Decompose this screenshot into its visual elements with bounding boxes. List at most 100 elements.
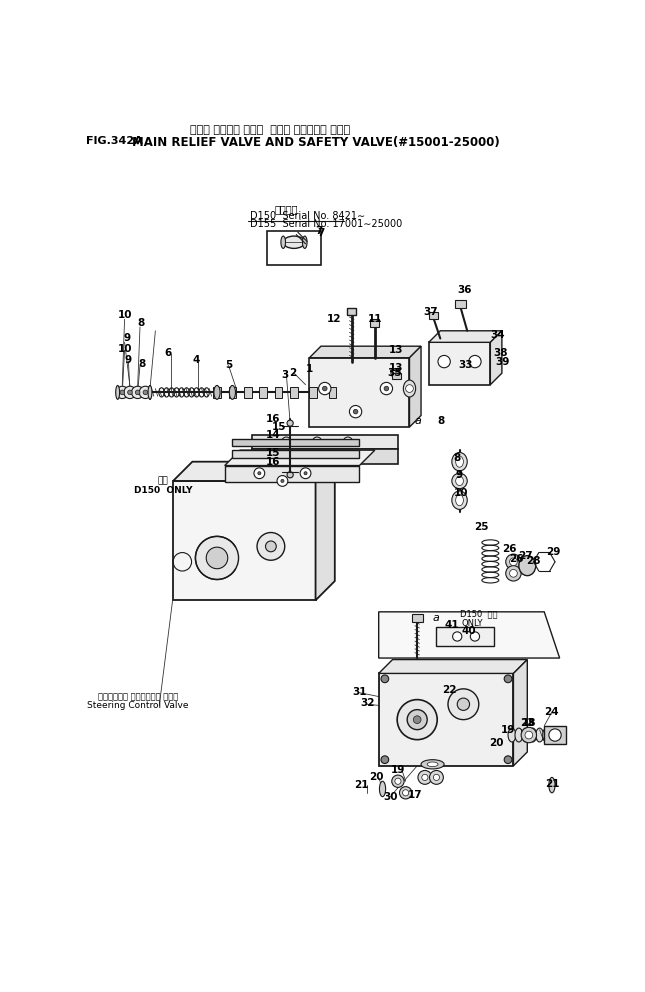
Circle shape bbox=[281, 479, 284, 482]
Polygon shape bbox=[173, 461, 335, 481]
Polygon shape bbox=[379, 612, 560, 658]
Circle shape bbox=[120, 390, 124, 395]
Text: 25: 25 bbox=[474, 522, 488, 532]
Bar bbox=[379, 674, 513, 766]
Text: 31: 31 bbox=[352, 686, 367, 697]
Text: 8: 8 bbox=[437, 416, 444, 426]
Circle shape bbox=[257, 533, 284, 560]
Text: メイン リリーフ バルブ  および セーフティ バルブ: メイン リリーフ バルブ および セーフティ バルブ bbox=[190, 125, 350, 135]
Bar bbox=[290, 387, 298, 398]
Circle shape bbox=[124, 386, 136, 399]
Circle shape bbox=[343, 437, 353, 446]
Circle shape bbox=[422, 775, 428, 781]
Text: 38: 38 bbox=[493, 348, 508, 358]
Text: 34: 34 bbox=[491, 329, 505, 339]
Circle shape bbox=[287, 472, 293, 478]
Text: 8: 8 bbox=[138, 359, 145, 369]
Text: 10: 10 bbox=[117, 310, 132, 320]
Circle shape bbox=[195, 537, 239, 579]
Circle shape bbox=[287, 420, 293, 427]
Circle shape bbox=[525, 731, 533, 739]
Bar bbox=[275, 387, 283, 398]
Text: 15: 15 bbox=[266, 448, 281, 458]
Text: 12: 12 bbox=[327, 314, 341, 324]
Ellipse shape bbox=[529, 728, 537, 742]
Bar bbox=[252, 448, 398, 464]
Text: MAIN RELIEF VALVE AND SAFETY VALVE(#15001-25000): MAIN RELIEF VALVE AND SAFETY VALVE(#1500… bbox=[132, 136, 500, 149]
Text: 18: 18 bbox=[522, 718, 536, 728]
Circle shape bbox=[438, 355, 450, 368]
Ellipse shape bbox=[115, 386, 119, 400]
Bar bbox=[412, 614, 422, 622]
Bar bbox=[213, 387, 221, 398]
Ellipse shape bbox=[427, 762, 438, 767]
Circle shape bbox=[381, 675, 389, 682]
Bar bbox=[252, 434, 398, 448]
Text: 24: 24 bbox=[544, 707, 559, 717]
Text: D155  Serial No. 17001∼25000: D155 Serial No. 17001∼25000 bbox=[250, 219, 402, 229]
Circle shape bbox=[132, 386, 144, 399]
Ellipse shape bbox=[536, 728, 544, 742]
Text: 13: 13 bbox=[389, 363, 404, 373]
Bar bbox=[329, 387, 336, 398]
Circle shape bbox=[350, 406, 362, 418]
Polygon shape bbox=[315, 461, 335, 600]
Text: 27: 27 bbox=[519, 551, 533, 560]
Text: 専用: 専用 bbox=[158, 476, 168, 485]
Text: 26: 26 bbox=[502, 544, 517, 554]
Text: 11: 11 bbox=[368, 314, 382, 324]
Text: 6: 6 bbox=[165, 348, 172, 358]
Text: 21: 21 bbox=[353, 780, 368, 790]
Text: 10: 10 bbox=[117, 343, 132, 353]
Text: 37: 37 bbox=[423, 307, 437, 316]
Text: 21: 21 bbox=[544, 780, 559, 790]
Text: FIG.342A: FIG.342A bbox=[86, 136, 143, 146]
Circle shape bbox=[406, 385, 413, 393]
Bar bbox=[455, 300, 466, 308]
Text: 15: 15 bbox=[272, 422, 286, 433]
Circle shape bbox=[143, 390, 148, 395]
Text: 36: 36 bbox=[458, 285, 472, 295]
Bar bbox=[429, 342, 490, 385]
Circle shape bbox=[392, 775, 404, 788]
Text: a: a bbox=[415, 416, 421, 426]
Text: ONLY: ONLY bbox=[462, 619, 483, 628]
Text: 13: 13 bbox=[389, 345, 404, 355]
Bar bbox=[392, 373, 401, 379]
Ellipse shape bbox=[508, 728, 516, 742]
Circle shape bbox=[353, 410, 358, 414]
Text: 7: 7 bbox=[317, 228, 324, 238]
Circle shape bbox=[397, 699, 437, 740]
Circle shape bbox=[384, 386, 389, 391]
Ellipse shape bbox=[542, 728, 550, 742]
Text: 1: 1 bbox=[306, 363, 313, 374]
Text: 2: 2 bbox=[290, 368, 297, 378]
Text: 17: 17 bbox=[408, 790, 422, 801]
Ellipse shape bbox=[452, 473, 467, 489]
Ellipse shape bbox=[421, 760, 444, 769]
Circle shape bbox=[521, 727, 537, 743]
Text: D150  専用: D150 専用 bbox=[459, 610, 497, 619]
Text: 16: 16 bbox=[266, 457, 281, 467]
Text: 20: 20 bbox=[369, 773, 384, 783]
Text: 28: 28 bbox=[526, 557, 541, 566]
Bar bbox=[232, 438, 359, 446]
Ellipse shape bbox=[522, 728, 530, 742]
Bar bbox=[259, 387, 267, 398]
Ellipse shape bbox=[214, 386, 220, 400]
Polygon shape bbox=[224, 450, 375, 465]
Ellipse shape bbox=[281, 236, 286, 248]
Text: 39: 39 bbox=[495, 357, 510, 367]
Circle shape bbox=[304, 472, 307, 475]
Circle shape bbox=[319, 382, 331, 395]
Text: 19: 19 bbox=[391, 765, 405, 775]
Polygon shape bbox=[429, 330, 502, 342]
Circle shape bbox=[254, 468, 264, 478]
Circle shape bbox=[322, 386, 327, 391]
Circle shape bbox=[381, 756, 389, 764]
Text: 適用番号: 適用番号 bbox=[275, 203, 298, 213]
Circle shape bbox=[300, 468, 311, 478]
Text: 9: 9 bbox=[125, 355, 132, 365]
Text: 10: 10 bbox=[454, 488, 468, 498]
Text: 22: 22 bbox=[442, 685, 457, 695]
